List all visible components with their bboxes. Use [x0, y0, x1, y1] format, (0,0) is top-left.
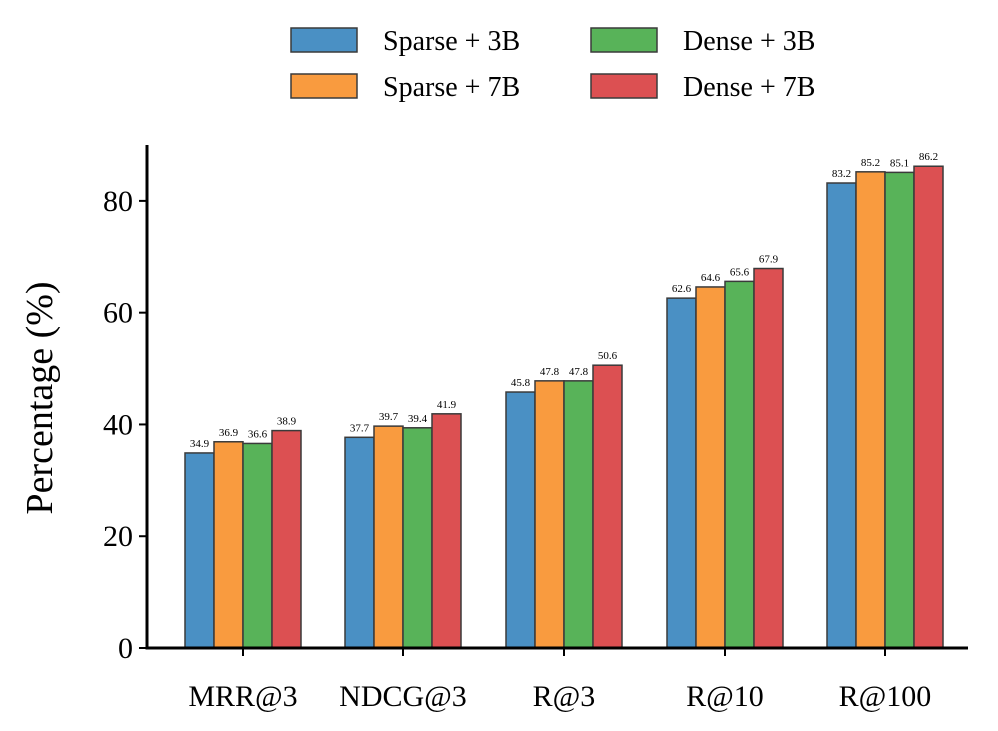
y-tick-label: 0 [118, 632, 133, 665]
data-label: 50.6 [598, 350, 618, 362]
legend: Sparse + 3B Sparse + 7B Dense + 3B Dense + … [290, 26, 815, 103]
data-label: 41.9 [437, 399, 457, 411]
bar [666, 297, 697, 649]
data-label: 47.8 [540, 366, 560, 378]
bar [563, 380, 594, 649]
data-label: 39.4 [408, 413, 428, 425]
x-tick-label: NDCG@3 [339, 680, 467, 713]
bar [913, 165, 944, 649]
data-label: 39.7 [379, 411, 399, 423]
x-tick-label: R@100 [839, 680, 932, 713]
y-axis-title: Percentage (%) [19, 281, 61, 514]
data-label: 67.9 [759, 254, 779, 266]
data-label: 86.2 [919, 151, 938, 163]
bars [184, 165, 944, 649]
legend-label: Sparse + 3B [383, 26, 520, 57]
bar [695, 286, 726, 649]
y-tick-label: 80 [103, 185, 133, 218]
bar [855, 171, 886, 649]
bar [884, 171, 915, 649]
legend-label: Sparse + 7B [383, 72, 520, 103]
bar [826, 182, 857, 649]
x-tick-label: R@10 [686, 680, 764, 713]
data-label: 85.1 [890, 157, 909, 169]
bar [534, 380, 565, 649]
y-tick-label: 20 [103, 520, 133, 553]
y-tick-label: 60 [103, 297, 133, 330]
bar [402, 427, 433, 649]
y-tick-label: 40 [103, 408, 133, 441]
data-label: 36.9 [219, 427, 239, 439]
bar [431, 413, 462, 649]
data-label: 85.2 [861, 157, 880, 169]
data-label: 83.2 [832, 168, 851, 180]
bar [184, 452, 215, 649]
data-labels: 34.9 37.7 45.8 62.6 83.2 36.9 39.7 47.8 64.6 85.2… [190, 151, 938, 450]
bar [344, 436, 375, 649]
legend-swatch [290, 27, 358, 53]
legend-label: Dense + 7B [683, 72, 815, 103]
data-label: 47.8 [569, 366, 589, 378]
x-tick-label: R@3 [533, 680, 596, 713]
bar [724, 280, 755, 649]
legend-swatch [590, 27, 658, 53]
axes: 0 20 40 60 80 MRR@3 NDCG@3 R@3 R@10 R@100 [103, 145, 968, 713]
bar [753, 267, 784, 649]
bar [373, 425, 404, 649]
bar [271, 429, 302, 649]
bar [505, 391, 536, 649]
x-tick-label: MRR@3 [188, 680, 297, 713]
bar [592, 364, 623, 649]
data-label: 62.6 [672, 283, 692, 295]
data-label: 45.8 [511, 377, 531, 389]
bar [213, 441, 244, 649]
data-label: 38.9 [277, 416, 297, 428]
data-label: 65.6 [730, 266, 750, 278]
data-label: 64.6 [701, 272, 721, 284]
data-label: 34.9 [190, 438, 210, 450]
legend-swatch [290, 73, 358, 99]
legend-label: Dense + 3B [683, 26, 815, 57]
bar [242, 442, 273, 649]
data-label: 37.7 [350, 422, 370, 434]
legend-swatch [590, 73, 658, 99]
data-label: 36.6 [248, 428, 268, 440]
